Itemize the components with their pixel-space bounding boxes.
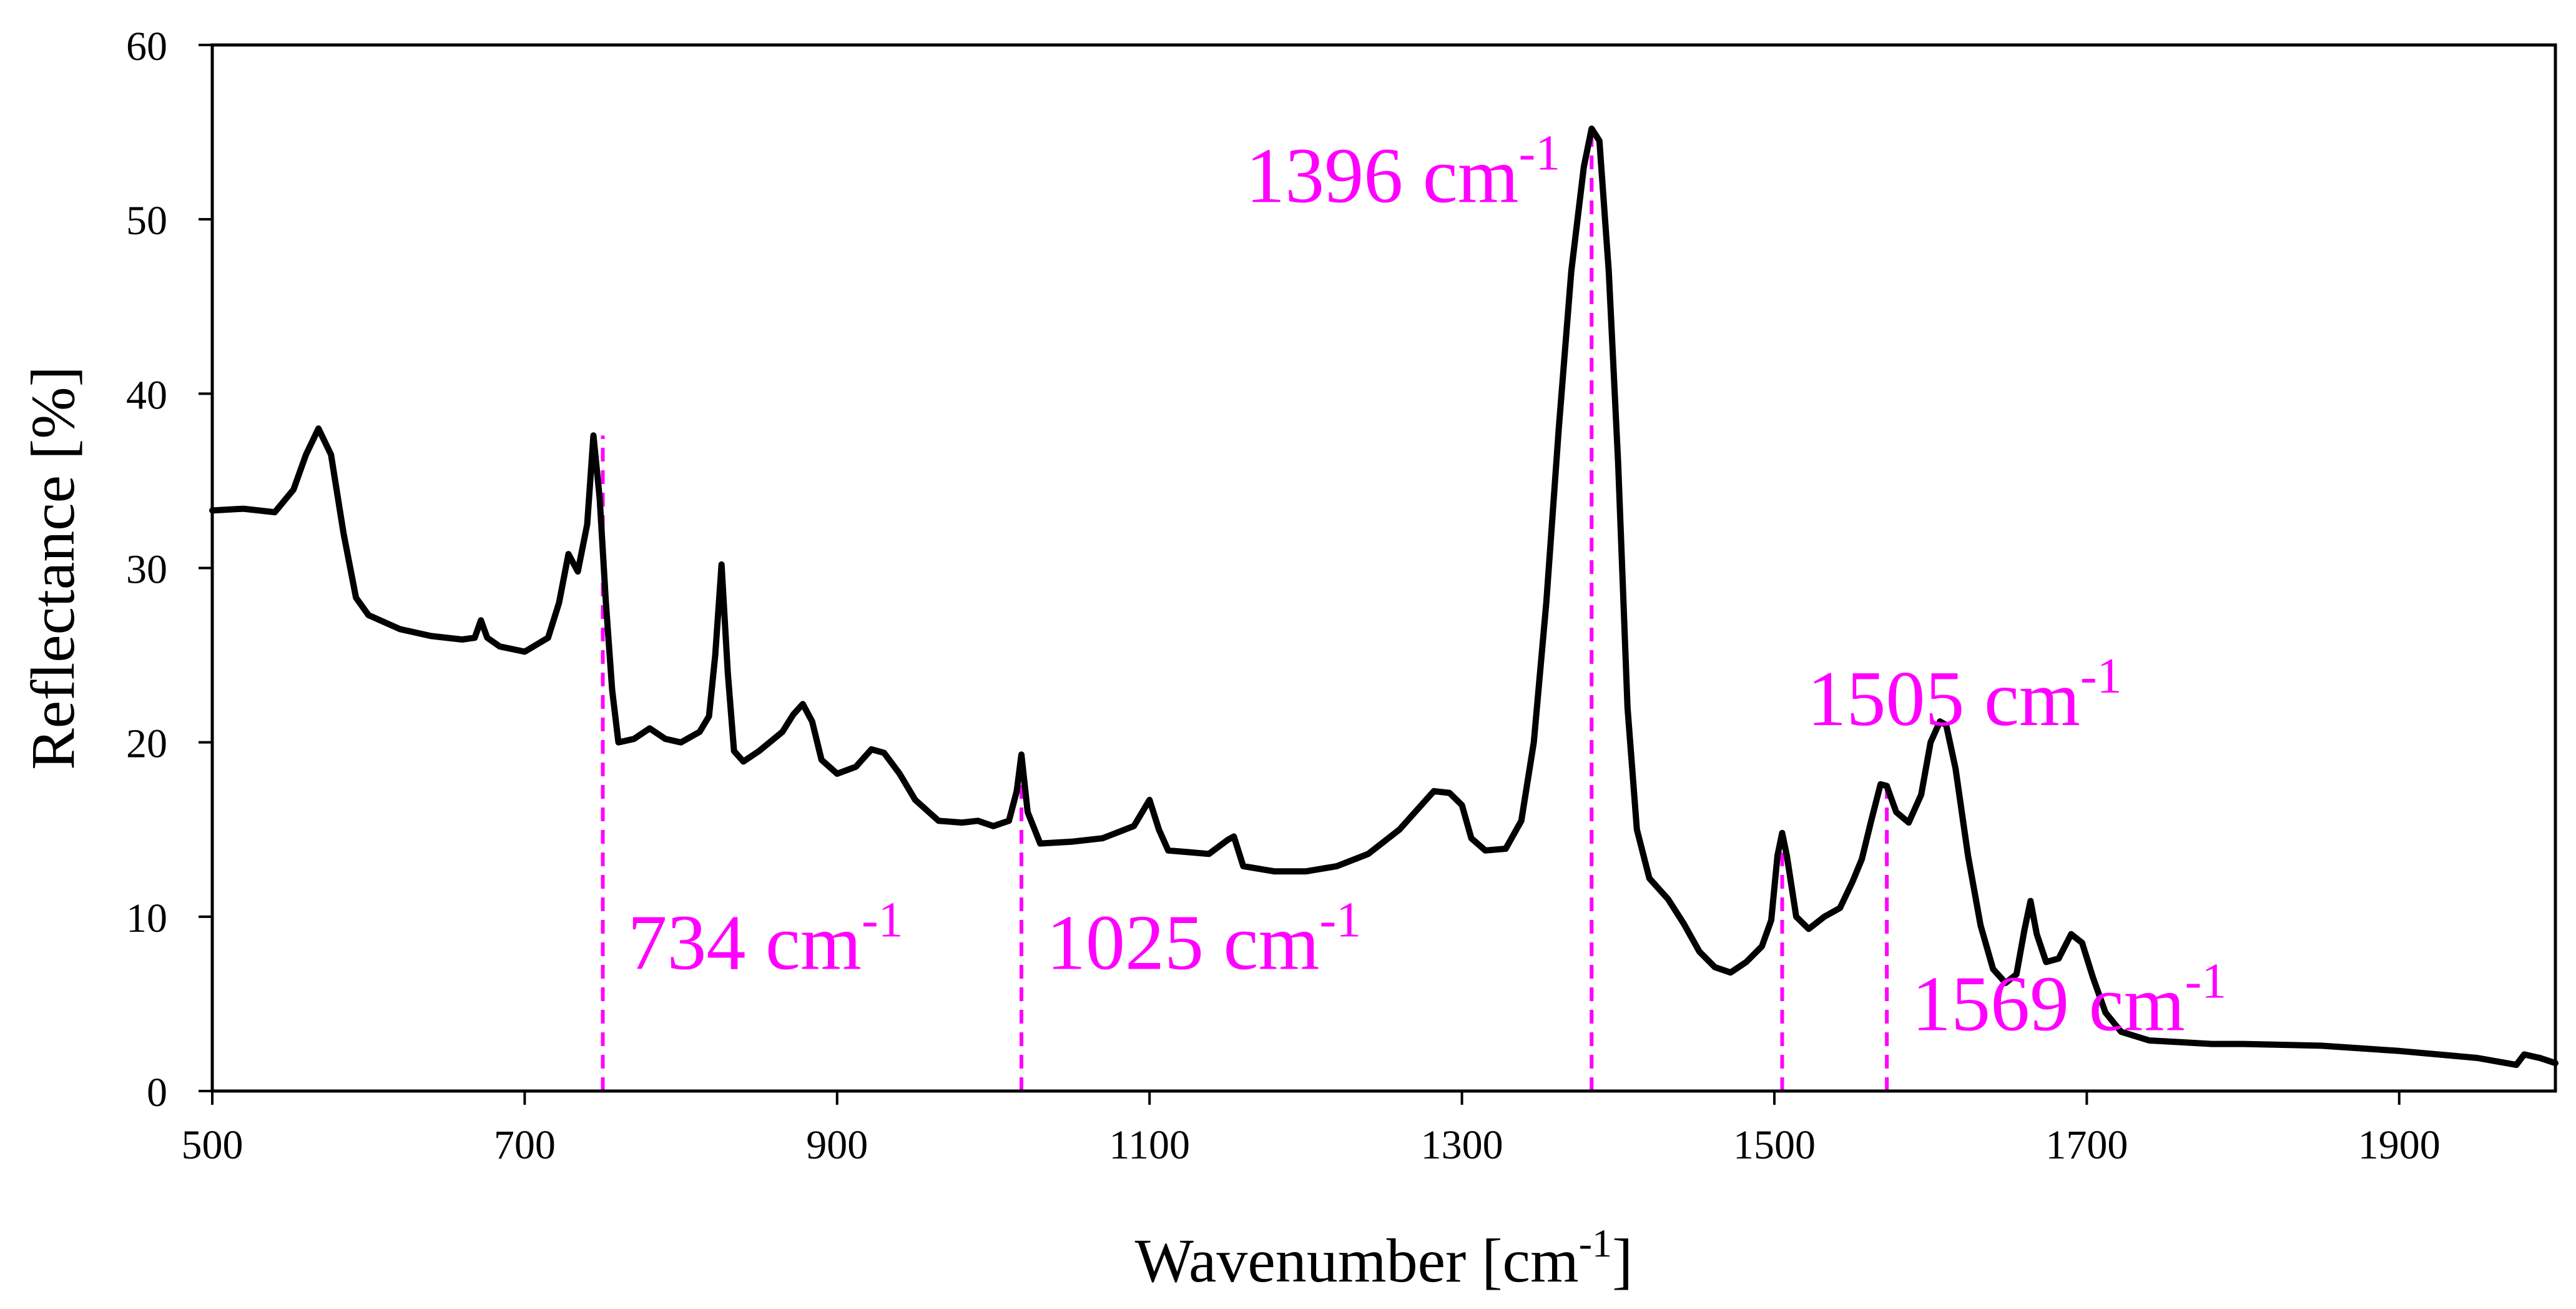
spectrum-line — [209, 126, 2559, 1069]
x-tick-label: 1100 — [1109, 1122, 1190, 1168]
y-axis: 0 10 20 30 40 50 60 — [126, 24, 212, 1115]
annotation-label-main: 1569 cm — [1912, 961, 2185, 1047]
x-tick-label: 1300 — [1421, 1122, 1503, 1168]
x-tick-label: 500 — [182, 1122, 243, 1168]
annotation-label-main: 1025 cm — [1046, 900, 1319, 987]
y-axis-title: Reflectance [%] — [18, 366, 87, 770]
x-tick-label: 1900 — [2358, 1122, 2441, 1168]
x-tick-label: 900 — [806, 1122, 868, 1168]
y-tick-label: 10 — [126, 896, 167, 941]
x-tick-label: 1700 — [2045, 1122, 2128, 1168]
x-axis-title-main: Wavenumber [cm — [1135, 1226, 1579, 1295]
annotation-label: 1396 cm-1 — [1246, 126, 1560, 219]
annotation-label: 1569 cm-1 — [1912, 954, 2226, 1047]
annotation-label-main: 734 cm — [628, 900, 862, 987]
x-tick-label: 1500 — [1733, 1122, 1816, 1168]
annotation-label-superscript: -1 — [2080, 649, 2122, 704]
y-tick-label: 0 — [147, 1070, 167, 1115]
y-tick-label: 40 — [126, 372, 167, 418]
annotation-label-main: 1396 cm — [1246, 132, 1518, 219]
y-tick-label: 20 — [126, 721, 167, 767]
x-axis: 500 700 900 1100 1300 1500 1700 1900 — [182, 1091, 2441, 1168]
x-axis-title-superscript: -1 — [1579, 1221, 1612, 1265]
y-tick-label: 30 — [126, 547, 167, 593]
annotation-label-superscript: -1 — [1519, 126, 1561, 180]
annotation-label-main: 1505 cm — [1807, 656, 2080, 743]
x-axis-title-end: ] — [1612, 1226, 1633, 1295]
annotation-label-superscript: -1 — [1319, 893, 1361, 948]
y-tick-label: 50 — [126, 198, 167, 244]
annotation-label: 1025 cm-1 — [1046, 893, 1361, 987]
x-axis-title: Wavenumber [cm-1] — [1135, 1221, 1633, 1295]
y-tick-label: 60 — [126, 24, 167, 69]
annotation-label: 1505 cm-1 — [1807, 649, 2122, 743]
x-tick-label: 700 — [494, 1122, 556, 1168]
annotation-label-superscript: -1 — [862, 893, 903, 948]
annotation-label-superscript: -1 — [2185, 954, 2227, 1009]
annotation-label: 734 cm-1 — [628, 893, 903, 987]
